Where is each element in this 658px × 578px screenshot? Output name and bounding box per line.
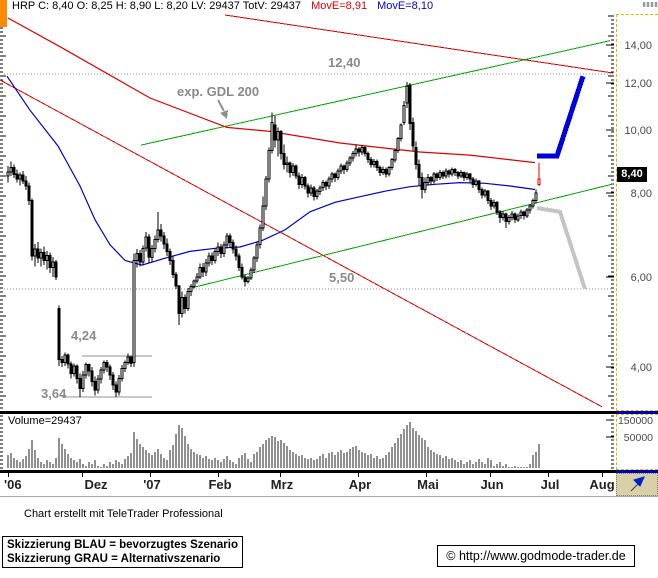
month-label-Jun: Jun: [480, 477, 504, 492]
legend-line-gray: Skizzierung GRAU = Alternativszenario: [7, 553, 221, 565]
chart-annotation-sup364: 3,64: [41, 386, 67, 401]
symbol-icon[interactable]: [0, 0, 7, 27]
price-axis-label: 12,00: [624, 78, 652, 90]
source-url: © http://www.godmode-trader.de: [446, 549, 626, 563]
month-tick: [280, 473, 281, 477]
price-axis-label: 6,00: [630, 272, 652, 284]
title-bar: HRP C: 8,40 O: 8,25 H: 8,90 L: 8,20 LV: …: [0, 0, 658, 14]
move-red-label: MovE=8,91: [311, 0, 368, 12]
ohlc-summary: HRP C: 8,40 O: 8,25 H: 8,90 L: 8,20 LV: …: [12, 0, 302, 12]
volume-axis-label: 150000: [617, 415, 653, 427]
month-label-Feb: Feb: [208, 477, 232, 492]
month-tick: [548, 473, 549, 477]
price-axis-label: 14,00: [624, 40, 652, 52]
pane-separator-axis: [616, 411, 658, 414]
price-axis-label: 8,00: [630, 188, 652, 200]
month-tick: [218, 473, 219, 477]
pane-separator: [0, 411, 616, 414]
price-axis-label: 10,00: [624, 125, 652, 137]
month-tick: [82, 473, 83, 477]
scenario-legend-box: Skizzierung BLAU = bevorzugtes Szenario …: [2, 536, 244, 568]
month-tick: [490, 473, 491, 477]
month-label-Apr: Apr: [348, 477, 372, 492]
source-url-box: © http://www.godmode-trader.de: [437, 545, 635, 567]
chart-annotation-gdl200: exp. GDL 200: [177, 84, 260, 99]
month-label-Mai: Mai: [417, 477, 439, 492]
month-label-07: '07: [143, 477, 161, 492]
month-label-Mrz: Mrz: [270, 477, 294, 492]
volume-pane[interactable]: [0, 414, 616, 470]
month-label-Aug: Aug: [589, 477, 615, 492]
month-tick: [358, 473, 359, 477]
time-axis-strip[interactable]: '06 Dez '07 Feb Mrz Apr Mai Jun Jul Aug: [0, 473, 658, 496]
last-price-tag: 8,40: [617, 167, 647, 182]
month-tick: [150, 473, 151, 477]
month-label-06: '06: [4, 477, 22, 492]
pane-separator-2: [0, 470, 616, 473]
month-tick: [8, 473, 9, 477]
legend-line-blue: Skizzierung BLAU = bevorzugtes Szenario: [7, 539, 239, 551]
month-label-Jul: Jul: [540, 477, 560, 492]
month-tick: [602, 473, 603, 477]
volume-label: Volume=29437: [8, 415, 82, 427]
pane-separator-2-axis: [616, 470, 658, 473]
price-chart-pane[interactable]: [0, 14, 616, 411]
chart-annotation-res1240: 12,40: [328, 55, 361, 70]
flag-icon: [630, 476, 645, 492]
credit-text: Chart erstellt mit TeleTrader Profession…: [24, 508, 223, 520]
window-bottom-border: [0, 496, 658, 497]
chart-annotation-sup424: 4,24: [71, 328, 97, 343]
chart-annotation-sup550: 5,50: [329, 270, 355, 285]
volume-axis-panel[interactable]: 150000 50000: [616, 414, 658, 470]
price-axis-label: 4,00: [630, 362, 652, 374]
volume-axis-label: 50000: [623, 432, 653, 444]
month-tick: [426, 473, 427, 477]
chart-tool-button[interactable]: [616, 473, 658, 496]
price-axis-panel[interactable]: 14,00 12,00 10,00 8,00 6,00 4,00: [616, 14, 658, 411]
move-blue-label: MovE=8,10: [377, 0, 434, 12]
scrollbar-fragment: [643, 2, 658, 7]
month-label-Dez: Dez: [84, 477, 108, 492]
